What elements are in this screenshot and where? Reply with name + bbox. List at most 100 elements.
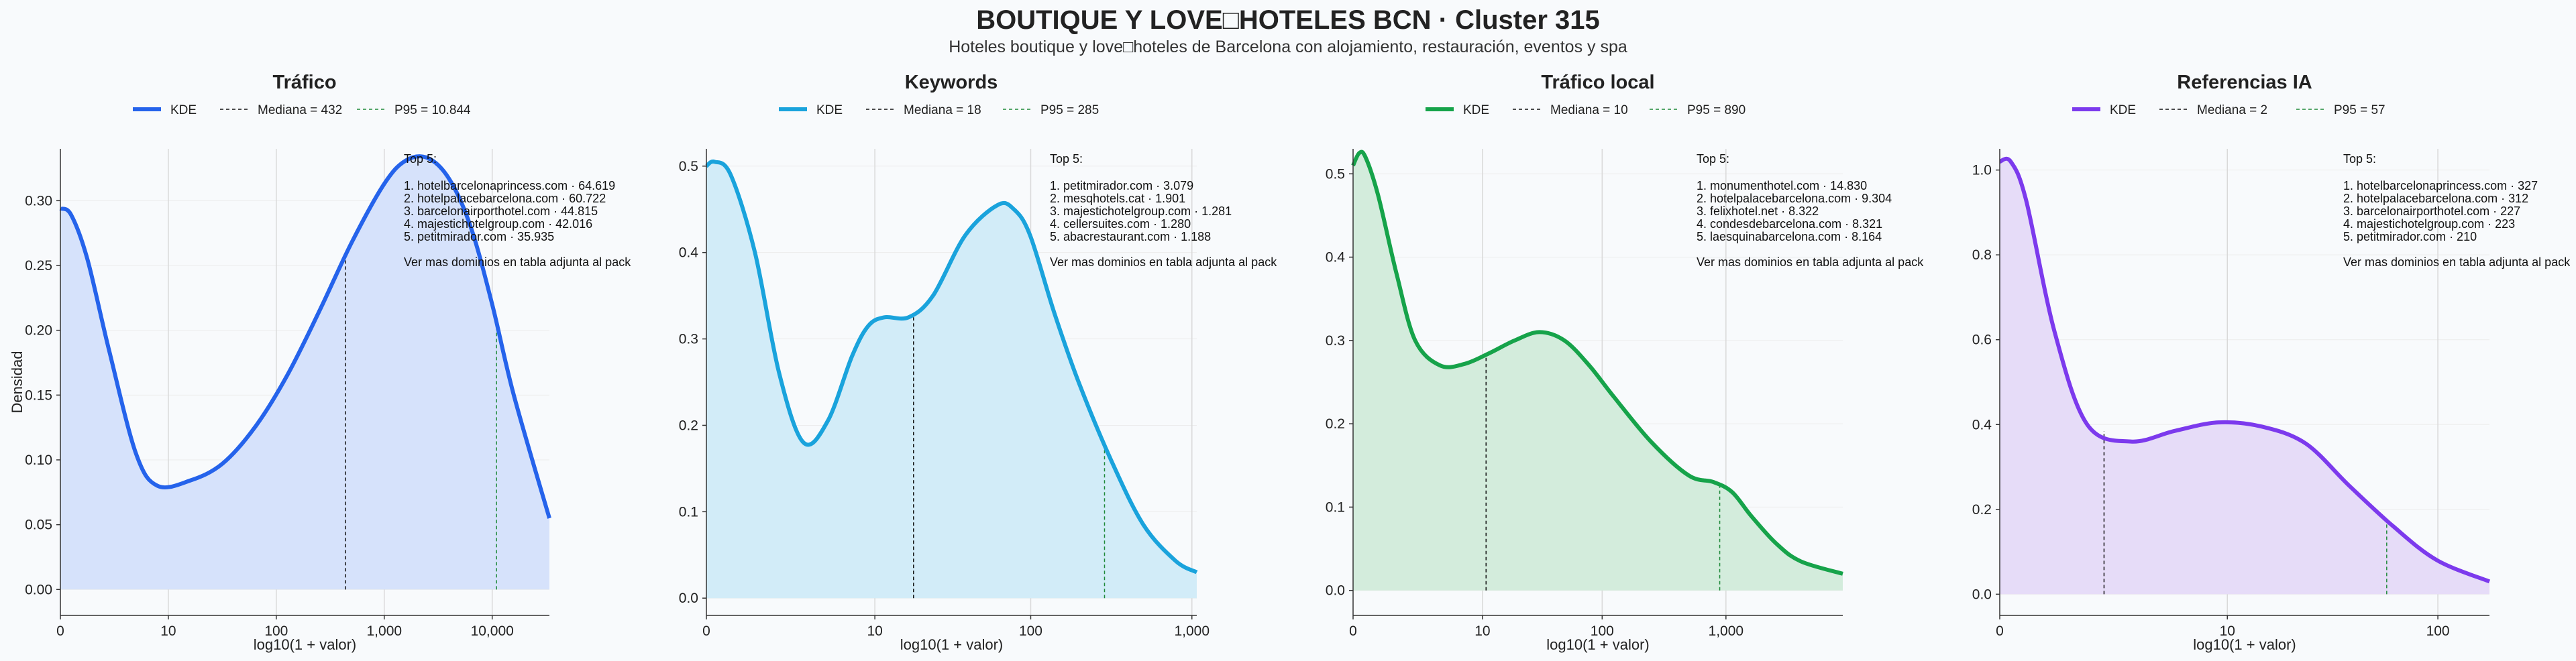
panel-title: Tráfico xyxy=(272,72,336,93)
kde-line xyxy=(1351,149,1843,576)
legend-kde-label: KDE xyxy=(170,103,197,117)
top5-footer: Ver mas dominios en tabla adjunta al pac… xyxy=(2343,255,2571,269)
y-tick-label: 0.00 xyxy=(25,582,52,597)
y-axis-label: Densidad xyxy=(9,351,25,414)
top5-item: 4. majestichotelgroup.com · 223 xyxy=(2343,217,2515,231)
top5-heading: Top 5: xyxy=(1050,152,1083,166)
y-tick-label: 0.5 xyxy=(679,159,698,174)
y-tick-label: 0.2 xyxy=(1326,416,1345,432)
y-tick-label: 0.0 xyxy=(1972,587,1992,602)
y-tick-label: 0.6 xyxy=(1972,333,1992,348)
x-axis-label: log10(1 + valor) xyxy=(254,636,356,653)
top5-item: 3. felixhotel.net · 8.322 xyxy=(1697,204,1819,218)
y-tick-label: 0.3 xyxy=(679,332,698,347)
top5-item: 1. hotelbarcelonaprincess.com · 64.619 xyxy=(404,179,615,192)
top5-item: 5. petitmirador.com · 210 xyxy=(2343,230,2477,243)
x-tick-label: 1,000 xyxy=(367,623,402,639)
chart-panel-2: 0.0 0.1 0.2 0.3 0.4 0.5 0 10 100 1,000 log10(1 + v… xyxy=(679,72,1277,653)
legend-p95-label: P95 = 890 xyxy=(1687,103,1746,117)
y-tick-label: 0.1 xyxy=(679,504,698,520)
legend-p95-label: P95 = 285 xyxy=(1040,103,1099,117)
top5-item: 2. hotelpalacebarcelona.com · 312 xyxy=(2343,192,2528,205)
x-tick-label: 10 xyxy=(160,623,176,639)
y-tick-label: 0.4 xyxy=(1972,417,1992,432)
y-tick-label: 0.10 xyxy=(25,453,52,468)
x-tick-label: 1,000 xyxy=(1174,623,1210,639)
top5-heading: Top 5: xyxy=(404,152,437,166)
legend-kde-label: KDE xyxy=(816,103,843,117)
y-tick-label: 0.0 xyxy=(679,591,698,606)
y-tick-label: 0.4 xyxy=(679,245,699,261)
top5-item: 5. laesquinabarcelona.com · 8.164 xyxy=(1697,230,1882,243)
top5-item: 2. mesqhotels.cat · 1.901 xyxy=(1050,192,1185,205)
y-tick-label: 0.5 xyxy=(1326,166,1345,182)
chart-panel-1: 0.00 0.05 0.10 0.15 0.20 0.25 0.30 0 10 100 1,000 1… xyxy=(9,72,631,653)
x-tick-label: 0 xyxy=(1996,623,2004,639)
chart-panel-4: 0.0 0.2 0.4 0.6 0.8 1.0 0 10 100 log10(1 + valor)… xyxy=(1972,72,2571,653)
top5-item: 2. hotelpalacebarcelona.com · 9.304 xyxy=(1697,192,1892,205)
x-tick-label: 10,000 xyxy=(471,623,514,639)
x-tick-label: 10 xyxy=(867,623,882,639)
top5-item: 3. barcelonairporthotel.com · 44.815 xyxy=(404,204,598,218)
panel-title: Referencias IA xyxy=(2177,72,2312,93)
y-tick-label: 0.4 xyxy=(1326,250,1346,265)
top5-footer: Ver mas dominios en tabla adjunta al pac… xyxy=(1697,255,1924,269)
top5-item: 4. cellersuites.com · 1.280 xyxy=(1050,217,1191,231)
panel-title: Keywords xyxy=(905,72,998,93)
kde-area xyxy=(706,161,1197,599)
kde-area xyxy=(60,156,549,590)
legend-median-label: Mediana = 2 xyxy=(2197,103,2267,117)
x-tick-label: 0 xyxy=(702,623,710,639)
x-tick-label: 10 xyxy=(1474,623,1490,639)
top5-item: 3. barcelonairporthotel.com · 227 xyxy=(2343,204,2520,218)
y-tick-label: 0.3 xyxy=(1326,333,1345,349)
x-tick-label: 10 xyxy=(2220,623,2235,639)
top5-item: 3. majestichotelgroup.com · 1.281 xyxy=(1050,204,1232,218)
y-tick-label: 0.20 xyxy=(25,323,52,339)
x-tick-label: 100 xyxy=(1591,623,1614,639)
y-tick-label: 0.25 xyxy=(25,258,52,274)
x-axis-label: log10(1 + valor) xyxy=(1546,636,1649,653)
top5-item: 5. petitmirador.com · 35.935 xyxy=(404,230,554,243)
legend-median-label: Mediana = 18 xyxy=(904,103,981,117)
top5-item: 4. condesdebarcelona.com · 8.321 xyxy=(1697,217,1882,231)
page-subtitle: Hoteles boutique y love□hoteles de Barce… xyxy=(949,38,1627,56)
legend-p95-label: P95 = 57 xyxy=(2334,103,2385,117)
y-tick-label: 0.0 xyxy=(1326,583,1345,599)
x-tick-label: 100 xyxy=(2426,623,2450,639)
legend-kde-label: KDE xyxy=(1463,103,1489,117)
kde-area xyxy=(2000,158,2489,595)
y-tick-label: 0.2 xyxy=(1972,502,1992,518)
x-tick-label: 1,000 xyxy=(1709,623,1744,639)
y-tick-label: 0.15 xyxy=(25,387,52,403)
top5-item: 4. majestichotelgroup.com · 42.016 xyxy=(404,217,592,231)
panel-title: Tráfico local xyxy=(1541,72,1654,93)
legend-median-label: Mediana = 10 xyxy=(1550,103,1628,117)
chart-panel-3: 0.0 0.1 0.2 0.3 0.4 0.5 0 10 100 1,000 log10(1 + v… xyxy=(1326,72,1924,653)
y-tick-label: 1.0 xyxy=(1972,163,1992,178)
x-tick-label: 0 xyxy=(1349,623,1357,639)
y-tick-label: 0.2 xyxy=(679,418,698,433)
top5-item: 5. abacrestaurant.com · 1.188 xyxy=(1050,230,1211,243)
x-tick-label: 100 xyxy=(264,623,288,639)
y-tick-label: 0.1 xyxy=(1326,499,1345,515)
top5-footer: Ver mas dominios en tabla adjunta al pac… xyxy=(404,255,631,269)
x-tick-label: 0 xyxy=(56,623,64,639)
top5-item: 2. hotelpalacebarcelona.com · 60.722 xyxy=(404,192,606,205)
y-tick-label: 0.30 xyxy=(25,193,52,208)
kde-line xyxy=(1999,156,2491,584)
top5-item: 1. monumenthotel.com · 14.830 xyxy=(1697,179,1867,192)
y-tick-label: 0.8 xyxy=(1972,247,1992,263)
top5-footer: Ver mas dominios en tabla adjunta al pac… xyxy=(1050,255,1277,269)
kde-line xyxy=(59,154,551,519)
x-tick-label: 100 xyxy=(1019,623,1042,639)
kde-line xyxy=(705,159,1198,575)
legend-p95-label: P95 = 10.844 xyxy=(394,103,471,117)
x-axis-label: log10(1 + valor) xyxy=(2193,636,2296,653)
x-axis-label: log10(1 + valor) xyxy=(900,636,1003,653)
legend-kde-label: KDE xyxy=(2110,103,2136,117)
top5-heading: Top 5: xyxy=(1697,152,1729,166)
kde-area xyxy=(1353,152,1843,591)
page-title: BOUTIQUE Y LOVE□HOTELES BCN · Cluster 31… xyxy=(976,5,1600,35)
